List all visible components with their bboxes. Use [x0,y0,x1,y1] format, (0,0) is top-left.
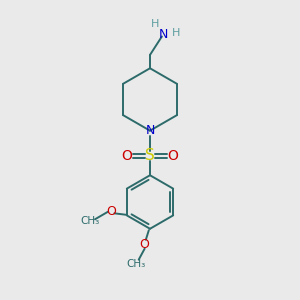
Text: O: O [106,205,116,218]
Text: H: H [172,28,180,38]
Text: O: O [140,238,150,251]
Text: H: H [151,19,159,29]
Text: N: N [145,124,155,137]
Text: S: S [145,148,155,164]
Text: O: O [167,149,178,163]
Text: O: O [122,149,133,163]
Text: N: N [159,28,168,40]
Text: CH₃: CH₃ [80,216,100,226]
Text: CH₃: CH₃ [127,260,146,269]
